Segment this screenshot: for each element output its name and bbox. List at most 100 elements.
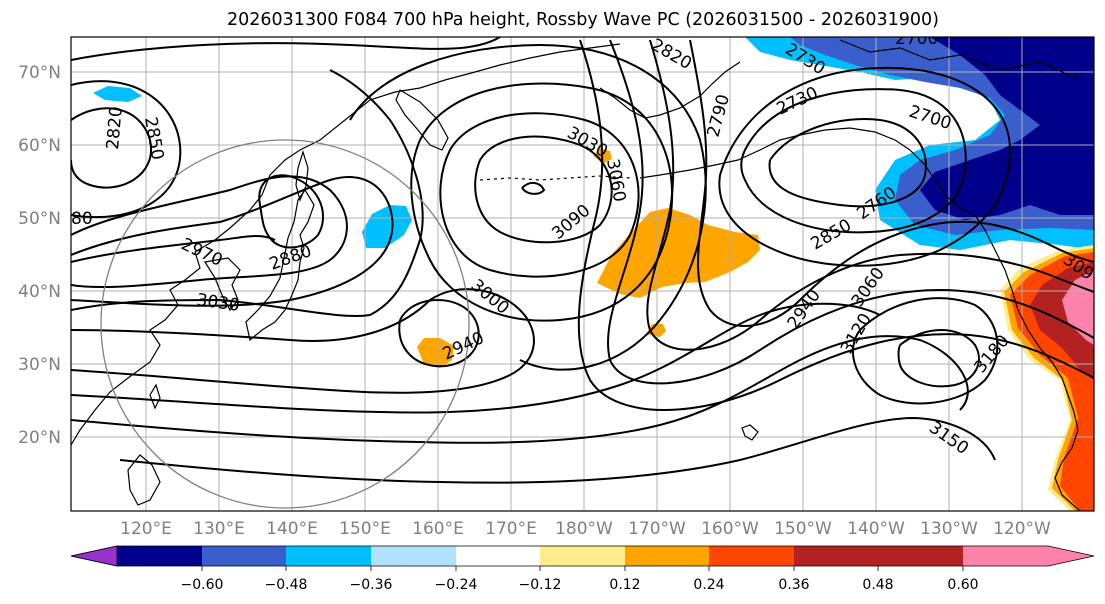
contour-south-1 (71, 302, 881, 414)
contour-3030 (71, 69, 424, 317)
contour-label: 2700 (895, 29, 938, 49)
contour-japan-trough-1 (258, 174, 324, 249)
contour-trough-central-4 (577, 39, 1094, 411)
lon-label: 150°W (774, 519, 832, 539)
lon-label: 150°E (339, 519, 391, 539)
negative-anomaly-japan-sea (362, 205, 412, 248)
contour-south-2 (71, 335, 969, 444)
colorbar-tick-label: −0.12 (519, 577, 562, 593)
lat-label: 70°N (18, 63, 61, 83)
contour-high-3030 (439, 112, 640, 278)
colorbar-segment (794, 546, 878, 566)
lon-label: 120°W (993, 519, 1051, 539)
colorbar-tick-label: −0.36 (350, 577, 393, 593)
coast-chukotka-alaska-west (599, 61, 741, 119)
contour-label: 80 (71, 209, 93, 229)
lon-label: 140°W (847, 519, 905, 539)
colorbar-tick-label: 0.48 (862, 577, 893, 593)
colorbar-segment (625, 546, 709, 566)
anomaly-shading (93, 37, 1094, 511)
coast-arctic-islands (839, 39, 1081, 81)
colorbar-segment (456, 546, 540, 566)
contour-trough-central-1 (689, 39, 1094, 327)
coast-north-america-west (909, 149, 1081, 511)
figure-title: 2026031300 F084 700 hPa height, Rossby W… (227, 10, 939, 30)
colorbar-tick-label: 0.60 (947, 577, 978, 593)
colorbar-tick-label: −0.48 (265, 577, 308, 593)
positive-anomaly-central-pacific (597, 208, 760, 298)
contour-alaska-low-2 (740, 88, 967, 234)
lon-label: 130°W (920, 519, 978, 539)
lon-label: 160°W (701, 519, 759, 539)
contour-high-3000 (410, 82, 674, 322)
coast-japan (245, 188, 315, 342)
contour-trough-central-2 (646, 39, 1094, 351)
colorbar-segment (202, 546, 286, 566)
colorbar-segment-high (878, 546, 963, 566)
lon-label: 170°E (485, 519, 537, 539)
contour-trough-central-3 (607, 39, 1094, 385)
contour-2760 (718, 66, 1012, 267)
contour-ridge-2970 (349, 43, 707, 371)
colorbar-outline (70, 545, 1095, 567)
coast-taiwan (149, 383, 161, 410)
longitude-labels: 120°E 130°E 140°E 150°E 160°E 170°E 180°… (120, 519, 1051, 539)
colorbar-segment (371, 546, 456, 566)
colorbar-extend-high (963, 546, 1094, 566)
contour-high-3090-inner (521, 182, 546, 195)
contour-arctic (71, 37, 501, 61)
colorbar-ticks (201, 566, 964, 571)
colorbar-extend-low (70, 545, 118, 567)
lat-label: 60°N (18, 136, 61, 156)
coast-hawaii (741, 424, 759, 441)
colorbar-tick-label: −0.24 (435, 577, 478, 593)
contour-label: 2820 (103, 106, 127, 151)
map-border (70, 36, 1095, 512)
lon-label: 140°E (266, 519, 318, 539)
negative-anomaly-siberia (93, 86, 142, 102)
map-panel: 2820 2850 80 2970 2880 3030 3000 2940 30… (71, 29, 1094, 511)
colorbar: −0.60 −0.48 −0.36 −0.24 −0.12 0.12 0.24 … (70, 545, 1095, 593)
coast-korea (204, 257, 241, 312)
latitude-labels: 70°N 60°N 50°N 40°N 30°N 20°N (18, 63, 61, 448)
coast-philippines (127, 454, 161, 506)
height-contours (71, 37, 1094, 484)
colorbar-segment (540, 546, 625, 566)
lon-label: 160°E (412, 519, 464, 539)
lon-label: 130°E (193, 519, 245, 539)
coast-alaska-peninsula (639, 127, 911, 179)
lat-label: 40°N (18, 282, 61, 302)
coast-kamchatka (395, 89, 449, 151)
colorbar-segment (117, 546, 202, 566)
colorbar-tick-label: 0.24 (693, 577, 724, 593)
coastlines (71, 39, 1081, 511)
contour-south-3 (119, 416, 996, 484)
contour-low-west-1 (71, 107, 153, 189)
contour-3150 (851, 297, 999, 405)
colorbar-segment (709, 546, 794, 566)
contour-alaska-low-1 (768, 118, 927, 208)
colorbar-tick-label: 0.12 (609, 577, 640, 593)
positive-anomaly-west-pacific (417, 338, 454, 368)
colorbar-tick-label: −0.60 (181, 577, 224, 593)
contour-japan-trough-3 (71, 234, 276, 263)
coast-sakhalin (295, 149, 309, 202)
contour-2970 (71, 176, 394, 307)
lat-label: 50°N (18, 209, 61, 229)
colorbar-segment (286, 546, 371, 566)
contour-2940-loop (398, 299, 480, 368)
coast-asia-mainland (71, 43, 621, 446)
contour-japan-trough-2 (71, 175, 348, 289)
lat-label: 20°N (18, 428, 61, 448)
colorbar-tick-label: 0.36 (778, 577, 809, 593)
contour-3000 (71, 288, 535, 394)
projection-circle (100, 139, 470, 509)
lon-label: 170°W (628, 519, 686, 539)
contour-3180 (897, 329, 980, 388)
lon-label: 180°W (555, 519, 613, 539)
contour-high-3060 (474, 135, 613, 244)
lon-label: 120°E (120, 519, 172, 539)
lat-label: 30°N (18, 355, 61, 375)
contour-low-west-2 (71, 80, 182, 219)
